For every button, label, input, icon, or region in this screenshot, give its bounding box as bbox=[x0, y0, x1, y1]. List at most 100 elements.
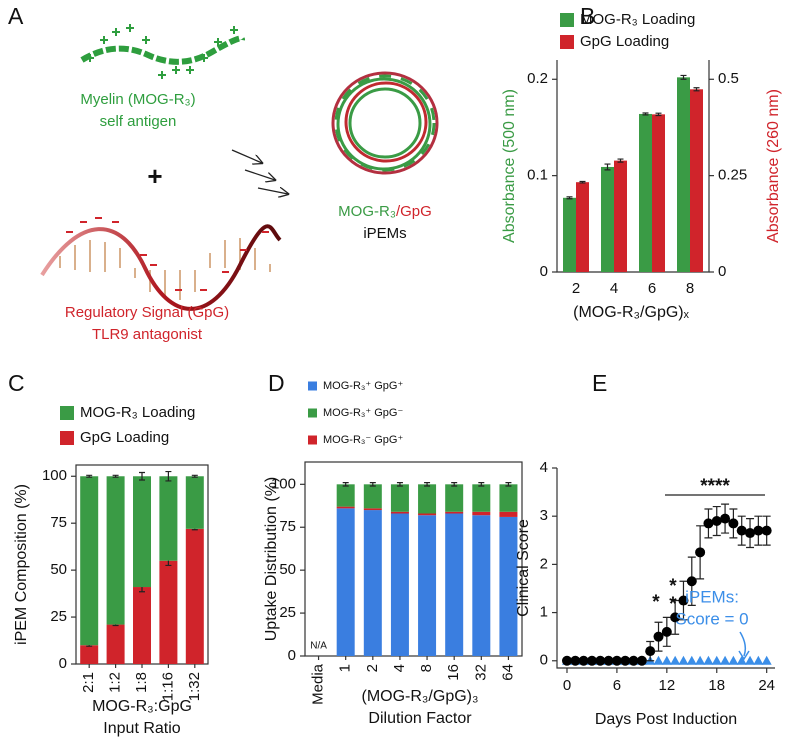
point bbox=[653, 655, 664, 665]
point bbox=[645, 646, 656, 657]
legend-label: GpG Loading bbox=[580, 33, 669, 50]
bar-segment bbox=[106, 476, 125, 625]
y-tick-label: 100 bbox=[271, 475, 296, 492]
bar bbox=[576, 182, 589, 272]
legend-swatch bbox=[560, 35, 574, 49]
x-tick-label: 6 bbox=[648, 280, 656, 297]
x-tick-label: 1:2 bbox=[107, 672, 124, 693]
x-tick-label: 16 bbox=[445, 664, 462, 681]
product-label: iPEMs bbox=[363, 225, 406, 242]
point bbox=[686, 655, 697, 665]
panel-label: C bbox=[8, 370, 25, 396]
x-tick-label: 1 bbox=[337, 664, 354, 672]
x-tick-label: 24 bbox=[758, 677, 775, 694]
bar-segment bbox=[133, 587, 151, 664]
x-tick-label: 1:16 bbox=[159, 672, 176, 701]
bar-segment bbox=[499, 511, 518, 517]
axes bbox=[304, 461, 523, 657]
note: Score = 0 bbox=[675, 609, 748, 628]
legend-label: GpG Loading bbox=[80, 429, 169, 446]
point bbox=[745, 528, 756, 539]
error-bar bbox=[478, 482, 485, 487]
y-tick-label: 100 bbox=[42, 467, 67, 484]
signal-wave bbox=[40, 224, 282, 311]
annotation: N/A bbox=[310, 641, 327, 652]
x-tick-label: 18 bbox=[708, 677, 725, 694]
bar-segment bbox=[185, 528, 204, 664]
point bbox=[661, 626, 672, 637]
y-tick-label: 0 bbox=[718, 263, 726, 280]
error-bar bbox=[451, 482, 458, 487]
point bbox=[753, 525, 764, 536]
y-tick-label: 0 bbox=[59, 655, 67, 672]
point bbox=[578, 655, 589, 666]
bar-segment bbox=[472, 511, 491, 516]
point bbox=[761, 525, 772, 536]
error-bar bbox=[396, 482, 403, 487]
significance-mark: * bbox=[669, 594, 677, 615]
bar bbox=[677, 77, 690, 272]
bar-segment bbox=[472, 515, 491, 656]
point bbox=[720, 513, 731, 524]
y-axis-label: Absorbance (500 nm) bbox=[501, 89, 518, 243]
point bbox=[711, 655, 722, 665]
y-tick-label: 0 bbox=[540, 652, 548, 669]
x-tick-label: 64 bbox=[499, 664, 516, 681]
point bbox=[670, 655, 681, 665]
point bbox=[595, 655, 606, 666]
error-bar bbox=[369, 482, 376, 487]
error-bar bbox=[112, 474, 119, 478]
ipem-rings bbox=[331, 71, 439, 175]
bar-segment bbox=[336, 506, 355, 509]
legend-label: MOG-R₃⁻ GpG⁺ bbox=[323, 434, 403, 446]
bar-segment bbox=[363, 508, 382, 511]
product-part: MOG-R₃ bbox=[338, 203, 396, 220]
signal-label: TLR9 antagonist bbox=[92, 326, 203, 343]
significance-mark: * bbox=[669, 576, 677, 597]
point bbox=[611, 655, 622, 666]
bar-segment bbox=[336, 484, 355, 507]
point bbox=[736, 655, 747, 665]
error-bar bbox=[617, 158, 624, 163]
bar-segment bbox=[159, 476, 178, 561]
x-axis-label: Days Post Induction bbox=[595, 711, 737, 728]
antigen-chain bbox=[80, 35, 245, 65]
point bbox=[561, 655, 572, 666]
y-tick-label: 50 bbox=[279, 561, 296, 578]
bar-segment bbox=[80, 476, 99, 646]
panel-label: E bbox=[592, 370, 607, 396]
x-tick-label: 6 bbox=[613, 677, 621, 694]
y-tick-label: 0.2 bbox=[527, 70, 548, 87]
legend-swatch bbox=[308, 408, 317, 418]
error-bar bbox=[505, 482, 512, 487]
point bbox=[636, 655, 647, 666]
plus-label: + bbox=[147, 161, 162, 191]
y-tick-label: 0.5 bbox=[718, 70, 739, 87]
point bbox=[728, 655, 739, 665]
y-axis-label: Uptake Distribution (%) bbox=[263, 477, 280, 642]
panel-label: D bbox=[268, 370, 285, 396]
error-bar bbox=[139, 471, 145, 481]
legend-swatch bbox=[560, 13, 574, 27]
y-tick-label: 25 bbox=[279, 604, 296, 621]
panel-label: B bbox=[580, 3, 595, 29]
arrows bbox=[231, 149, 288, 194]
error-bar bbox=[655, 112, 662, 117]
bar-segment bbox=[445, 513, 464, 656]
x-axis-label: MOG-R₃:GpG bbox=[92, 698, 192, 715]
point bbox=[603, 655, 614, 666]
x-tick-label: 1:32 bbox=[186, 672, 203, 701]
y-tick-label: 1 bbox=[540, 604, 548, 621]
error-bar bbox=[342, 482, 349, 487]
bar bbox=[690, 89, 703, 272]
point bbox=[695, 655, 706, 665]
y-tick-label: 25 bbox=[50, 608, 67, 625]
bar-segment bbox=[390, 484, 409, 512]
bar bbox=[652, 114, 665, 272]
bar-segment bbox=[418, 513, 437, 516]
point bbox=[753, 655, 764, 665]
error-bar bbox=[86, 474, 93, 478]
x-axis-label: Dilution Factor bbox=[368, 710, 472, 727]
x-tick-label: 4 bbox=[610, 280, 618, 297]
